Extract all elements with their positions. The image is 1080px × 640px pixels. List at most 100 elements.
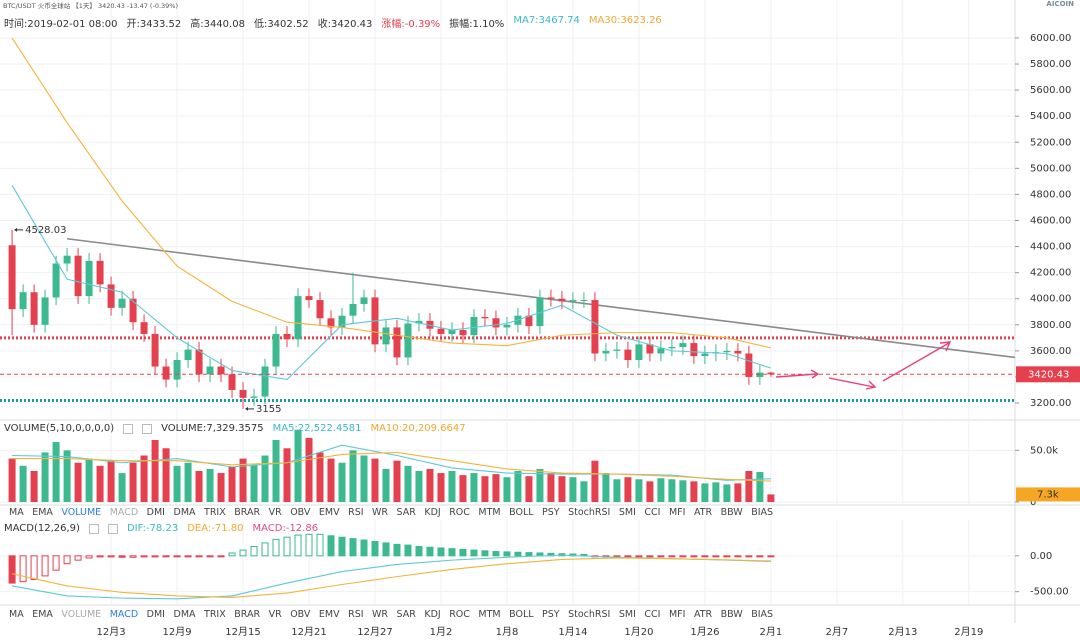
indicator-tab[interactable]: SMI — [618, 609, 636, 620]
candle-body — [558, 298, 566, 302]
volume-bar — [52, 442, 60, 503]
indicator-tab[interactable]: WR — [372, 507, 389, 518]
indicator-tab[interactable]: VOLUME — [61, 609, 102, 620]
indicator-tab[interactable]: PSY — [542, 609, 560, 620]
indicator-tab[interactable]: StochRSI — [568, 609, 611, 620]
indicator-tab[interactable]: MA — [9, 609, 24, 620]
logo: AICOIN — [1046, 0, 1074, 8]
indicator-tab[interactable]: ATR — [693, 609, 713, 620]
indicator-tab[interactable]: DMA — [173, 609, 196, 620]
candle-body — [624, 349, 632, 361]
indicator-tab[interactable]: EMA — [32, 609, 53, 620]
candle-body — [338, 315, 346, 328]
candle-body — [96, 260, 104, 285]
volume-bar — [74, 462, 82, 503]
indicator-tab[interactable]: BBW — [720, 609, 743, 620]
indicator-tab[interactable]: CCI — [644, 507, 661, 518]
indicator-tab[interactable]: PSY — [542, 507, 560, 518]
indicator-tab[interactable]: ROC — [449, 609, 470, 620]
volume-bar — [580, 481, 588, 503]
macd-bar — [228, 552, 236, 557]
volume-bar — [228, 466, 236, 503]
x-tick-label: 2月7 — [825, 626, 848, 638]
indicator-tab[interactable]: StochRSI — [568, 507, 611, 518]
forecast-arrows — [775, 341, 952, 390]
indicator-tab[interactable]: ATR — [693, 507, 713, 518]
indicator-tab[interactable]: MACD — [109, 609, 139, 620]
macd-bar — [250, 546, 258, 557]
indicator-tab[interactable]: RSI — [348, 507, 364, 518]
volume-bar — [338, 462, 346, 503]
indicator-tab[interactable]: VR — [268, 507, 282, 518]
indicator-tab[interactable]: TRIX — [204, 609, 226, 620]
indicator-tab[interactable]: BIAS — [751, 609, 774, 620]
indicator-tab[interactable]: MFI — [668, 609, 686, 620]
panel-icon[interactable] — [107, 524, 118, 534]
panel-icon[interactable] — [88, 524, 99, 534]
indicator-tab[interactable]: EMV — [318, 609, 340, 620]
ma-line — [11, 557, 771, 598]
volume-bar — [19, 465, 27, 503]
indicator-tab[interactable]: MACD — [109, 507, 139, 518]
indicator-tab[interactable]: VOLUME — [61, 507, 102, 518]
indicator-tab[interactable]: SMI — [618, 507, 636, 518]
indicator-tab[interactable]: BBW — [720, 507, 743, 518]
ma-line — [11, 37, 771, 349]
candle-body — [613, 349, 621, 351]
indicator-tab[interactable]: VR — [268, 609, 282, 620]
panel-icon[interactable] — [123, 424, 134, 434]
macd-bar — [701, 555, 709, 558]
macd-bar — [679, 555, 687, 558]
candle-body — [437, 328, 445, 334]
indicator-tab[interactable]: KDJ — [424, 507, 441, 518]
candle-body — [569, 300, 577, 302]
indicator-tab[interactable]: MFI — [668, 507, 686, 518]
candle-body — [107, 284, 115, 308]
volume-bar — [41, 452, 49, 503]
indicator-tabs: MA EMA VOLUME MACD DMI DMA TRIX BRAR VR OBV EMV RSI… — [9, 609, 782, 620]
indicator-tab[interactable]: DMI — [146, 609, 165, 620]
indicator-tab[interactable]: CCI — [644, 609, 661, 620]
volume-bar — [756, 472, 764, 503]
macd-bar — [305, 533, 313, 557]
indicator-tab[interactable]: MTM — [478, 609, 501, 620]
panel-icon[interactable] — [142, 424, 153, 434]
macd-bar — [415, 546, 423, 557]
indicator-tab[interactable]: DMA — [173, 507, 196, 518]
macd-bar — [327, 535, 335, 557]
indicator-tab[interactable]: DMI — [146, 507, 165, 518]
indicator-tab[interactable]: OBV — [290, 507, 311, 518]
indicator-tab[interactable]: EMA — [32, 507, 53, 518]
indicator-tab[interactable]: BIAS — [751, 507, 774, 518]
candle-body — [657, 348, 665, 354]
indicator-tab[interactable]: KDJ — [424, 609, 441, 620]
y-tick-label: -500.00 — [1030, 587, 1069, 598]
x-tick-label: 12月3 — [97, 626, 126, 638]
arrow — [828, 377, 877, 390]
indicator-tab[interactable]: BRAR — [234, 507, 261, 518]
indicator-tab[interactable]: SAR — [396, 609, 416, 620]
indicator-tab[interactable]: WR — [372, 609, 389, 620]
candle-body — [635, 344, 643, 361]
extreme-pointer-head — [245, 406, 249, 411]
indicator-tab[interactable]: MA — [9, 507, 24, 518]
indicator-tab[interactable]: EMV — [318, 507, 340, 518]
indicator-tab[interactable]: RSI — [348, 609, 364, 620]
candle-body — [85, 260, 93, 297]
volume-bar — [250, 464, 258, 503]
macd-bar — [85, 555, 93, 559]
volume-bar — [679, 480, 687, 503]
indicator-tab[interactable]: BRAR — [234, 609, 261, 620]
indicator-tab[interactable]: TRIX — [204, 507, 226, 518]
indicator-tab[interactable]: SAR — [396, 507, 416, 518]
macd-bar — [118, 555, 126, 558]
indicator-tab[interactable]: OBV — [290, 609, 311, 620]
indicator-tab[interactable]: BOLL — [509, 507, 534, 518]
indicator-tab[interactable]: MTM — [478, 507, 501, 518]
indicator-tab[interactable]: ROC — [449, 507, 470, 518]
x-tick-label: 1月8 — [496, 626, 519, 638]
candle-body — [525, 315, 533, 327]
candle-body — [360, 297, 368, 304]
indicator-tab[interactable]: BOLL — [509, 609, 534, 620]
